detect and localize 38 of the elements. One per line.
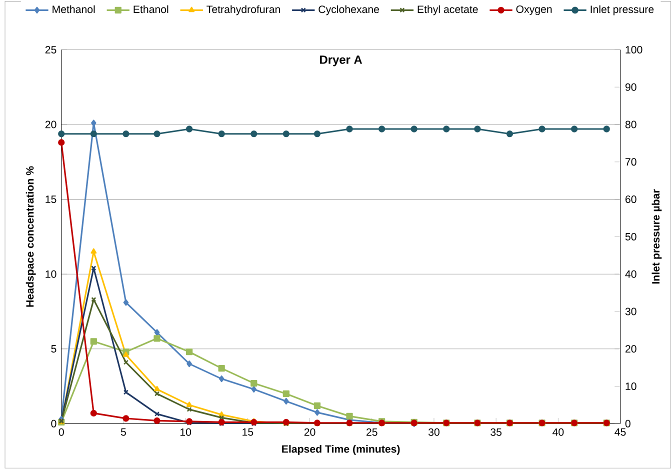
x-axis-title: Elapsed Time (minutes) <box>282 444 400 455</box>
x-tick-label: 40 <box>552 428 564 436</box>
y-axis-title: Headspace concentration % <box>26 166 36 307</box>
legend-label: Ethyl acetate <box>418 5 478 15</box>
y-tick-label: 15 <box>46 195 56 203</box>
y2-tick-label: 90 <box>625 83 636 91</box>
y2-axis-title: Inlet pressure µbar <box>652 189 662 284</box>
x-tick-label: 35 <box>490 428 502 436</box>
x-tick-label: 10 <box>180 428 192 436</box>
x-tick-label: 5 <box>120 428 126 436</box>
legend-label: Oxygen <box>516 5 552 15</box>
x-tick-label: 45 <box>614 428 626 436</box>
legend-label: Cyclohexane <box>318 5 379 15</box>
legend-label: Ethanol <box>134 5 168 13</box>
x-tick-label: 20 <box>304 428 316 436</box>
y-tick-label: 10 <box>46 270 56 278</box>
y-tick-label: 0 <box>51 420 56 428</box>
x-tick-label: 30 <box>428 428 440 436</box>
y-tick-label: 5 <box>51 344 56 352</box>
legend-label: Methanol <box>52 5 95 13</box>
y2-tick-label: 30 <box>625 308 636 316</box>
y2-tick-label: 0 <box>625 420 630 428</box>
chart-title: Dryer A <box>320 55 362 66</box>
x-tick-label: 15 <box>242 428 254 436</box>
y2-tick-label: 80 <box>625 120 636 128</box>
y2-tick-label: 60 <box>626 195 636 203</box>
y2-tick-label: 100 <box>626 46 642 54</box>
y2-tick-label: 50 <box>625 232 636 240</box>
y2-tick-label: 20 <box>626 344 636 352</box>
legend-label: Tetrahydrofuran <box>206 5 280 15</box>
y2-tick-label: 40 <box>625 270 636 278</box>
x-tick-label: 0 <box>58 428 64 436</box>
x-tick-label: 25 <box>366 428 378 436</box>
legend-label: Inlet pressure <box>590 5 654 15</box>
y-tick-label: 20 <box>45 120 56 128</box>
y2-tick-label: 10 <box>626 382 636 390</box>
y2-tick-label: 70 <box>626 158 636 166</box>
y-tick-label: 25 <box>45 46 56 54</box>
